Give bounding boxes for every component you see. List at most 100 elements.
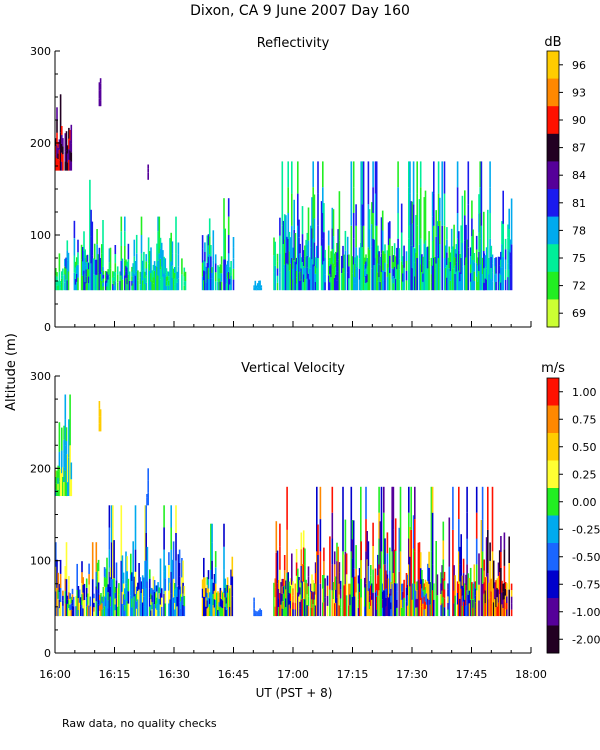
- echo-stroke: [392, 283, 395, 291]
- echo-stroke: [360, 161, 362, 226]
- echo-stroke: [329, 563, 331, 590]
- echo-stroke: [147, 164, 149, 169]
- echo-stroke: [459, 263, 461, 273]
- echo-stroke: [422, 281, 424, 291]
- echo-stroke: [389, 221, 391, 239]
- echo-stroke: [489, 579, 491, 598]
- echo-stroke: [495, 589, 497, 599]
- echo-stroke: [152, 576, 155, 590]
- echo-stroke: [507, 237, 509, 251]
- echo-stroke: [428, 260, 430, 291]
- echo-stroke: [143, 587, 145, 597]
- echo-stroke: [434, 268, 436, 280]
- echo-data: [55, 78, 513, 291]
- echo-stroke: [298, 272, 300, 291]
- echo-stroke: [184, 271, 187, 281]
- echo-stroke: [487, 209, 489, 250]
- echo-stroke: [138, 563, 140, 590]
- echo-stroke: [365, 254, 367, 262]
- echo-stroke: [391, 583, 393, 617]
- echo-stroke: [145, 533, 147, 561]
- echo-stroke: [81, 583, 83, 595]
- echo-stroke: [393, 255, 396, 267]
- echo-stroke: [455, 271, 458, 281]
- echo-stroke: [336, 280, 338, 291]
- echo-stroke: [127, 578, 130, 592]
- echo-stroke: [360, 597, 362, 617]
- echo-stroke: [276, 550, 279, 584]
- echo-stroke: [147, 480, 149, 493]
- echo-stroke: [498, 265, 501, 274]
- echo-stroke: [384, 244, 386, 254]
- echo-stroke: [259, 280, 261, 286]
- echo-stroke: [439, 244, 441, 268]
- echo-stroke: [405, 601, 408, 616]
- echo-stroke: [106, 282, 108, 287]
- echo-stroke: [65, 150, 68, 171]
- echo-stroke: [469, 281, 472, 291]
- echo-stroke: [473, 271, 476, 281]
- echo-stroke: [443, 193, 446, 226]
- echo-stroke: [66, 468, 69, 483]
- echo-stroke: [170, 505, 172, 528]
- echo-stroke: [383, 564, 385, 591]
- echo-stroke: [461, 585, 464, 596]
- echo-stroke: [410, 201, 412, 246]
- echo-stroke: [227, 585, 230, 596]
- echo-stroke: [358, 592, 361, 617]
- colorbar-segment: [547, 570, 559, 599]
- colorbar-segment: [547, 625, 559, 654]
- echo-stroke: [503, 532, 506, 550]
- echo-stroke: [207, 588, 210, 598]
- echo-stroke: [322, 575, 324, 589]
- echo-stroke: [158, 253, 161, 291]
- echo-stroke: [468, 577, 471, 591]
- echo-stroke: [300, 549, 303, 566]
- echo-stroke: [225, 271, 228, 278]
- echo-stroke: [329, 258, 331, 267]
- echo-stroke: [98, 408, 101, 417]
- echo-stroke: [375, 603, 378, 610]
- echo-stroke: [487, 486, 489, 530]
- echo-stroke: [295, 602, 298, 617]
- echo-stroke: [336, 579, 338, 598]
- echo-stroke: [502, 583, 504, 592]
- echo-stroke: [260, 285, 263, 287]
- echo-stroke: [140, 235, 143, 254]
- echo-stroke: [66, 607, 69, 612]
- echo-stroke: [491, 281, 494, 291]
- echo-stroke: [323, 261, 325, 291]
- echo-stroke: [133, 273, 136, 291]
- echo-stroke: [213, 607, 216, 617]
- echo-stroke: [152, 589, 155, 603]
- echo-stroke: [177, 266, 180, 279]
- echo-stroke: [89, 596, 92, 607]
- echo-stroke: [415, 607, 417, 617]
- echo-stroke: [423, 583, 426, 590]
- echo-stroke: [66, 162, 69, 171]
- echo-stroke: [427, 268, 429, 291]
- echo-stroke: [332, 582, 335, 599]
- echo-stroke: [453, 246, 455, 269]
- echo-stroke: [70, 603, 73, 610]
- echo-stroke: [446, 277, 448, 291]
- echo-stroke: [65, 579, 68, 616]
- echo-stroke: [102, 286, 105, 291]
- echo-stroke: [93, 607, 95, 612]
- echo-stroke: [183, 276, 186, 282]
- echo-stroke: [289, 608, 292, 617]
- echo-stroke: [490, 603, 493, 617]
- echo-stroke: [93, 602, 95, 608]
- echo-stroke: [160, 588, 163, 598]
- echo-stroke: [260, 286, 263, 288]
- echo-stroke: [396, 599, 398, 608]
- echo-stroke: [355, 592, 357, 617]
- echo-stroke: [444, 267, 447, 291]
- echo-stroke: [331, 590, 334, 617]
- echo-stroke: [145, 254, 147, 262]
- echo-stroke: [311, 228, 313, 260]
- echo-stroke: [203, 280, 205, 291]
- echo-stroke: [55, 566, 57, 592]
- echo-stroke: [66, 482, 69, 496]
- echo-stroke: [207, 256, 210, 268]
